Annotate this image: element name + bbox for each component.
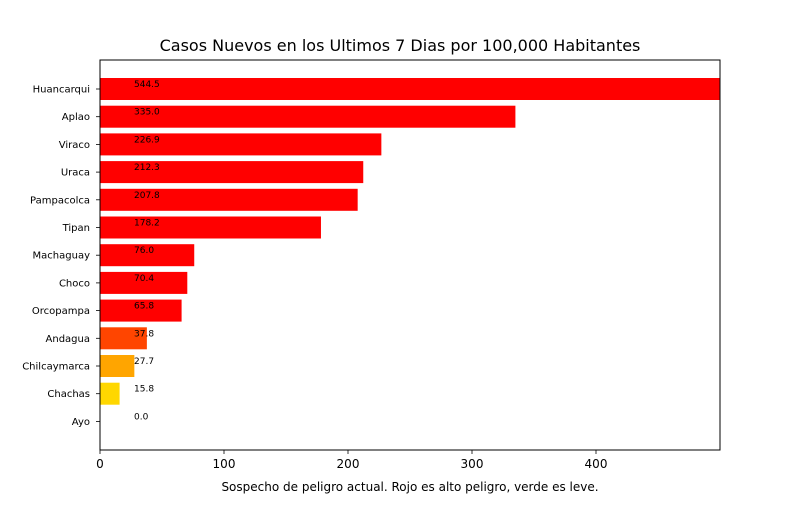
bar-uraca xyxy=(100,161,364,184)
category-label: Orcopampa xyxy=(32,306,90,317)
value-label: 207.8 xyxy=(134,191,160,201)
x-tick-label: 100 xyxy=(213,457,236,471)
chart-title: Casos Nuevos en los Ultimos 7 Dias por 1… xyxy=(160,36,641,55)
bar-tipan xyxy=(100,216,321,239)
value-label: 65.8 xyxy=(134,302,154,312)
value-label: 212.3 xyxy=(134,163,160,173)
bar-aplao xyxy=(100,105,516,128)
bar-chilcaymarca xyxy=(100,355,135,377)
category-label: Ayo xyxy=(72,417,90,428)
plot-frame xyxy=(99,59,721,451)
category-label: Andagua xyxy=(46,334,90,345)
x-tick-label: 400 xyxy=(585,457,608,471)
x-axis-label: Sospecho de peligro actual. Rojo es alto… xyxy=(221,480,598,494)
bar-choco xyxy=(100,271,188,294)
value-label: 226.9 xyxy=(134,135,160,145)
value-labels: 544.5 335.0 226.9 212.3 207.8 178.2 76.0 70.4 65… xyxy=(134,80,160,422)
category-label: Tipan xyxy=(62,223,90,234)
x-axis: 0 100 200 300 400 xyxy=(96,450,607,471)
category-label: Chilcaymarca xyxy=(22,362,90,373)
x-tick-label: 200 xyxy=(337,457,360,471)
category-label: Chachas xyxy=(47,389,90,400)
category-label: Aplao xyxy=(62,112,90,123)
x-tick-label: 0 xyxy=(96,457,104,471)
value-label: 27.7 xyxy=(134,357,154,367)
category-labels: Huancarqui Aplao Viraco Uraca Pampacolca Tipa… xyxy=(22,85,100,428)
bar-chachas xyxy=(100,382,120,405)
x-tick-label: 300 xyxy=(461,457,484,471)
bar-pampacolca xyxy=(100,188,358,211)
category-label: Viraco xyxy=(59,140,90,151)
category-label: Uraca xyxy=(61,168,90,179)
value-label: 335.0 xyxy=(134,108,160,118)
bar-orcopampa xyxy=(100,299,182,322)
value-label: 0.0 xyxy=(134,412,149,422)
value-label: 76.0 xyxy=(134,246,154,256)
bar-andagua xyxy=(100,327,147,350)
bar-huancarqui xyxy=(100,78,720,100)
bar-machaguay xyxy=(100,244,195,267)
value-label: 178.2 xyxy=(134,219,160,229)
bar-viraco xyxy=(100,133,382,156)
bars-layer xyxy=(100,78,720,405)
value-label: 70.4 xyxy=(134,274,154,284)
category-label: Huancarqui xyxy=(33,85,90,96)
category-label: Machaguay xyxy=(33,251,91,262)
value-label: 544.5 xyxy=(134,80,160,90)
value-label: 15.8 xyxy=(134,385,154,395)
value-label: 37.8 xyxy=(134,329,154,339)
category-label: Pampacolca xyxy=(30,195,90,206)
category-label: Choco xyxy=(59,278,90,289)
